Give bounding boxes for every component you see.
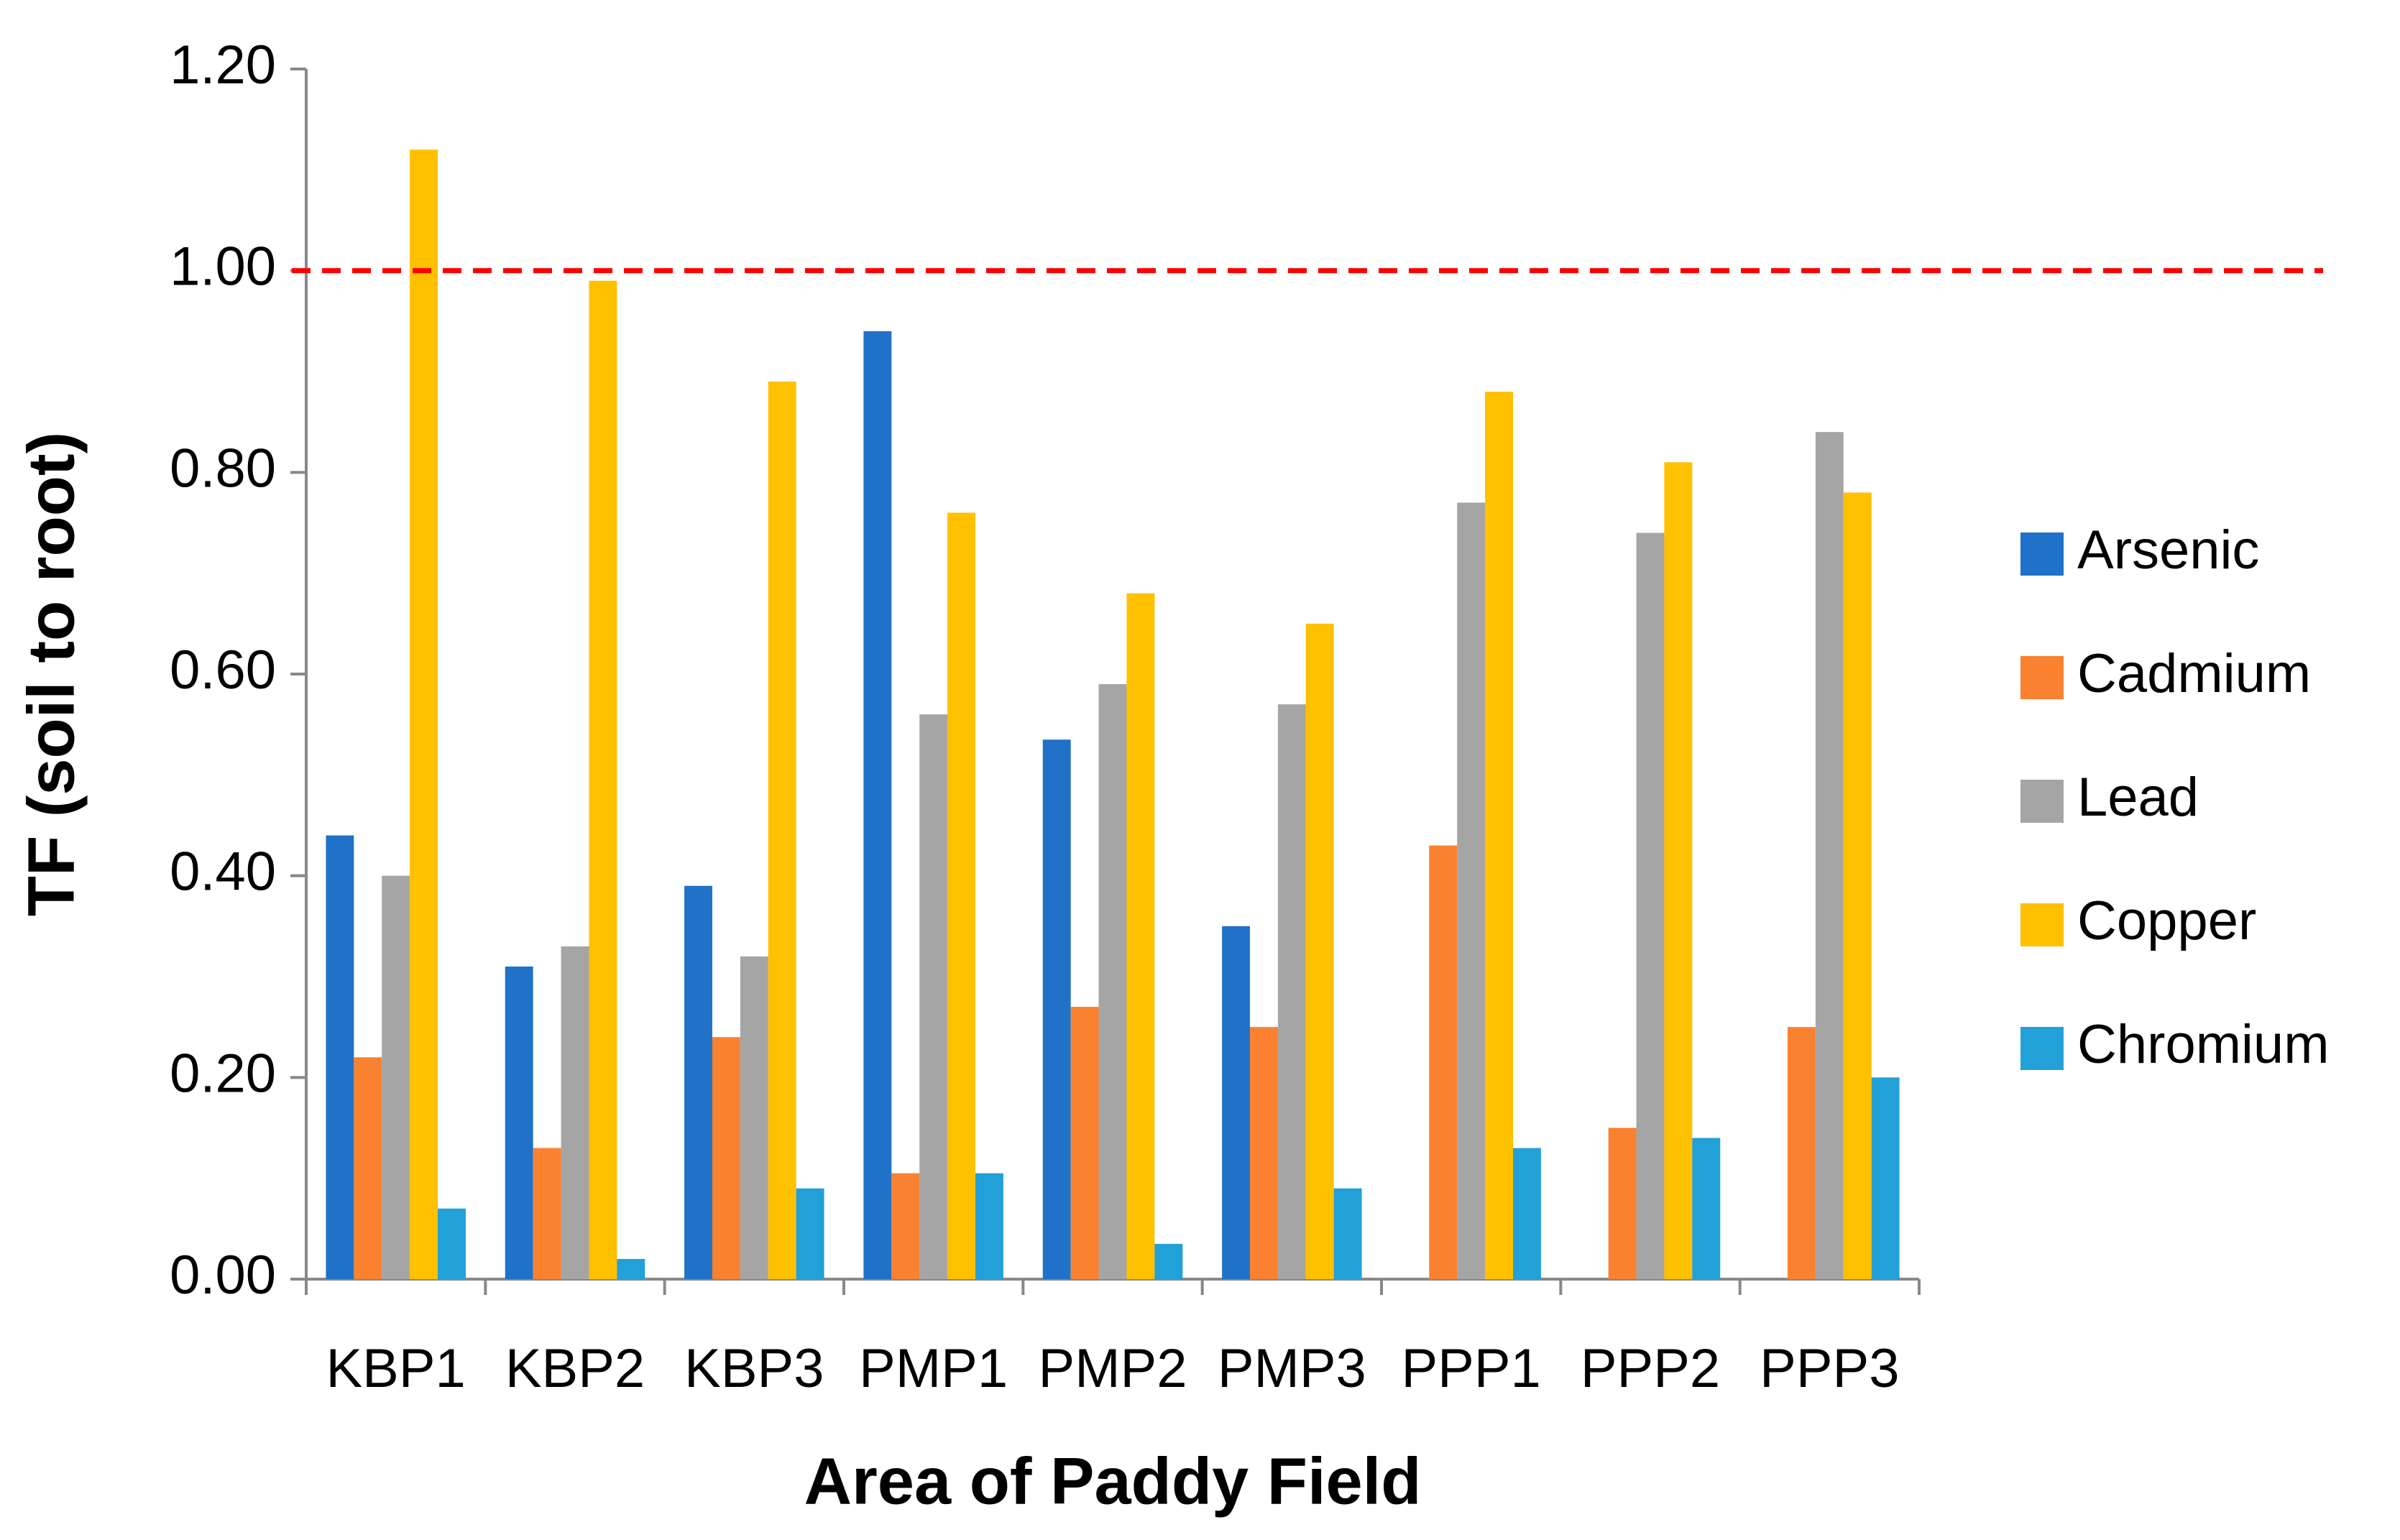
bar — [1815, 432, 1844, 1280]
legend-swatch — [2020, 903, 2064, 946]
y-tick-label: 0.60 — [170, 640, 276, 701]
bar — [589, 280, 617, 1280]
bar — [1126, 593, 1155, 1279]
legend-label: Copper — [2077, 890, 2256, 951]
bar — [1429, 845, 1458, 1279]
legend-swatch — [2020, 532, 2064, 576]
legend-label: Chromium — [2077, 1014, 2330, 1075]
bar — [1222, 926, 1250, 1279]
bar — [796, 1188, 824, 1279]
y-tick-label: 0.40 — [170, 842, 276, 903]
bar — [891, 1173, 920, 1279]
bar — [1636, 532, 1665, 1279]
y-tick-label: 0.80 — [170, 438, 276, 499]
bar — [1154, 1243, 1183, 1279]
bar — [561, 946, 589, 1279]
bar — [947, 512, 976, 1279]
bar — [1608, 1128, 1637, 1279]
bar — [975, 1173, 1003, 1279]
y-tick-label: 1.20 — [170, 34, 276, 96]
legend-label: Arsenic — [2077, 520, 2259, 581]
y-tick-label: 0.00 — [170, 1245, 276, 1306]
bar — [505, 966, 533, 1279]
bar — [617, 1258, 645, 1279]
bar — [1871, 1077, 1900, 1279]
legend-label: Cadmium — [2077, 643, 2311, 704]
bar — [740, 956, 768, 1279]
y-axis-title: TF (soil to root) — [14, 432, 88, 917]
bar — [1070, 1007, 1099, 1279]
bar — [1843, 492, 1872, 1279]
bar — [354, 1057, 382, 1279]
bar — [1513, 1148, 1541, 1279]
bar — [919, 714, 948, 1279]
legend-swatch — [2020, 1027, 2064, 1070]
bar — [1457, 502, 1486, 1279]
bar — [326, 835, 354, 1279]
bar — [1277, 704, 1306, 1279]
x-tick-label: KBP3 — [684, 1338, 824, 1399]
x-tick-label: PPP1 — [1401, 1338, 1540, 1399]
bar — [1664, 462, 1693, 1279]
bar — [1305, 623, 1334, 1279]
bar — [1333, 1188, 1362, 1279]
bar — [1098, 684, 1127, 1279]
bar — [1249, 1027, 1278, 1279]
y-tick-label: 1.00 — [170, 236, 276, 298]
x-axis-title: Area of Paddy Field — [804, 1444, 1422, 1518]
bar — [863, 331, 892, 1279]
legend-swatch — [2020, 780, 2064, 823]
bar — [382, 875, 410, 1279]
x-tick-label: KBP2 — [505, 1338, 645, 1399]
bar — [684, 885, 712, 1279]
x-tick-label: PMP3 — [1218, 1338, 1366, 1399]
legend-swatch — [2020, 656, 2064, 699]
legend-label: Lead — [2077, 767, 2199, 828]
bar — [768, 382, 796, 1279]
bar — [533, 1148, 561, 1279]
bar — [1692, 1138, 1721, 1279]
bar — [712, 1037, 740, 1279]
bar — [1485, 392, 1514, 1279]
bar — [438, 1208, 466, 1279]
x-tick-label: PMP1 — [859, 1338, 1008, 1399]
x-tick-label: KBP1 — [326, 1338, 465, 1399]
bar — [1042, 739, 1071, 1279]
x-tick-label: PMP2 — [1039, 1338, 1187, 1399]
y-tick-label: 0.20 — [170, 1043, 276, 1104]
x-tick-label: PPP3 — [1760, 1338, 1899, 1399]
bar — [1787, 1027, 1816, 1279]
x-tick-label: PPP2 — [1581, 1338, 1720, 1399]
bar — [410, 149, 438, 1280]
